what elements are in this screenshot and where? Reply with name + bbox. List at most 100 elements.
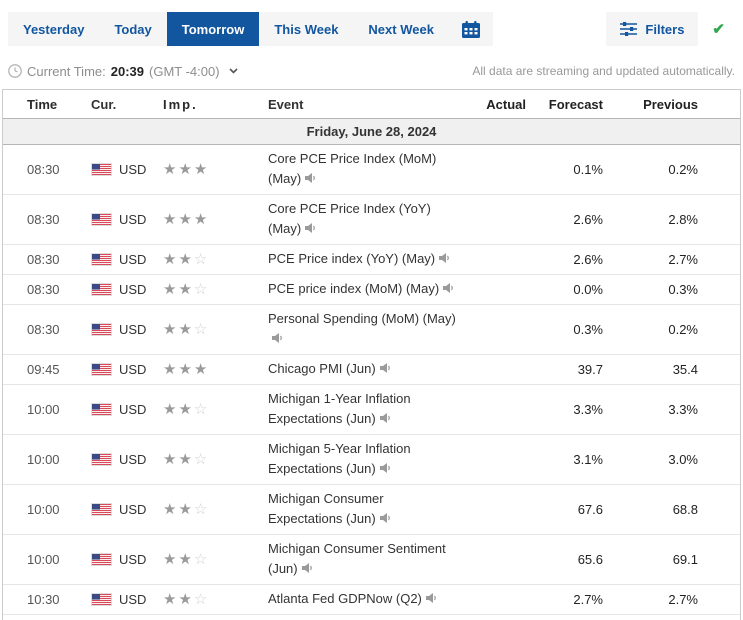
event-row: 08:30 USD ★★★ Core PCE Price Index (MoM)… bbox=[3, 145, 740, 195]
star-empty-icon: ☆ bbox=[193, 590, 210, 608]
toolbar-right: Filters ✔ bbox=[606, 12, 735, 46]
forecast-value: 39.7 bbox=[577, 361, 603, 377]
calendar-icon bbox=[461, 20, 480, 38]
tab-today[interactable]: Today bbox=[114, 21, 152, 37]
speech-speaker-icon bbox=[305, 220, 317, 240]
event-time: 10:00 bbox=[27, 401, 60, 417]
event-link[interactable]: Michigan Consumer Sentiment (Jun) bbox=[268, 539, 461, 580]
event-name: Atlanta Fed GDPNow (Q2) bbox=[268, 591, 422, 606]
forecast-value: 65.6 bbox=[577, 551, 603, 567]
tab-this-week[interactable]: This Week bbox=[274, 21, 339, 37]
event-row: 08:30 USD ★★☆ PCE Price index (YoY) (May… bbox=[3, 245, 740, 275]
event-time: 08:30 bbox=[27, 281, 60, 297]
star-empty-icon: ☆ bbox=[193, 280, 210, 298]
event-name: PCE price index (MoM) (May) bbox=[268, 281, 440, 296]
forecast-value: 2.6% bbox=[573, 251, 603, 267]
event-link[interactable]: Core PCE Price Index (YoY) (May) bbox=[268, 199, 461, 240]
event-time: 10:30 bbox=[27, 591, 60, 607]
event-link[interactable]: Michigan 1-Year Inflation Expectations (… bbox=[268, 389, 461, 430]
star-filled-icon: ★ bbox=[163, 280, 179, 298]
importance-stars: ★★★ bbox=[163, 360, 268, 380]
previous-value: 3.0% bbox=[668, 451, 698, 467]
event-name: Michigan Consumer Sentiment (Jun) bbox=[268, 541, 446, 576]
calendar-picker-button[interactable] bbox=[449, 12, 493, 46]
toolbar: Yesterday Today Tomorrow This Week Next … bbox=[8, 12, 735, 46]
star-filled-icon: ★ bbox=[163, 160, 179, 178]
importance-stars: ★★☆ bbox=[163, 400, 268, 420]
currency-code: USD bbox=[119, 321, 147, 337]
previous-value: 35.4 bbox=[672, 361, 698, 377]
star-filled-icon: ★ bbox=[193, 160, 210, 178]
event-currency: USD bbox=[91, 450, 163, 470]
star-filled-icon: ★ bbox=[178, 320, 194, 338]
importance-stars: ★★☆ bbox=[163, 320, 268, 340]
currency-code: USD bbox=[119, 211, 147, 227]
importance-stars: ★★☆ bbox=[163, 280, 268, 300]
star-filled-icon: ★ bbox=[178, 250, 194, 268]
event-link[interactable]: Chicago PMI (Jun) bbox=[268, 359, 461, 380]
status-bar: Current Time: 20:39 (GMT -4:00) All data… bbox=[8, 62, 735, 80]
importance-stars: ★★☆ bbox=[163, 550, 268, 570]
tab-tomorrow[interactable]: Tomorrow bbox=[166, 12, 260, 46]
event-currency: USD bbox=[91, 500, 163, 520]
us-flag-icon bbox=[91, 403, 112, 416]
event-row: 10:00 USD ★★☆ Michigan Consumer Expectat… bbox=[3, 485, 740, 535]
star-filled-icon: ★ bbox=[163, 500, 179, 518]
star-filled-icon: ★ bbox=[193, 360, 210, 378]
event-link[interactable]: Core PCE Price Index (MoM) (May) bbox=[268, 149, 461, 190]
forecast-value: 0.1% bbox=[573, 161, 603, 177]
event-link[interactable]: Atlanta Fed GDPNow (Q2) bbox=[268, 589, 461, 610]
event-currency: USD bbox=[91, 360, 163, 380]
star-filled-icon: ★ bbox=[178, 400, 194, 418]
event-link[interactable]: Michigan 5-Year Inflation Expectations (… bbox=[268, 439, 461, 480]
col-event: Event bbox=[268, 96, 304, 112]
speech-speaker-icon bbox=[301, 560, 314, 580]
current-time-value: 20:39 bbox=[110, 63, 144, 79]
event-time: 09:45 bbox=[27, 361, 60, 377]
col-actual: Actual bbox=[486, 96, 526, 112]
event-currency: USD bbox=[91, 320, 163, 340]
currency-code: USD bbox=[119, 281, 147, 297]
star-filled-icon: ★ bbox=[178, 280, 194, 298]
us-flag-icon bbox=[91, 213, 112, 226]
previous-value: 2.7% bbox=[668, 251, 698, 267]
forecast-value: 3.1% bbox=[573, 451, 603, 467]
currency-code: USD bbox=[119, 361, 147, 377]
event-link[interactable]: Personal Spending (MoM) (May) bbox=[268, 309, 461, 350]
currency-code: USD bbox=[119, 551, 147, 567]
previous-value: 68.8 bbox=[672, 501, 698, 517]
star-filled-icon: ★ bbox=[178, 450, 194, 468]
col-importance: Imp. bbox=[163, 96, 198, 112]
speech-speaker-icon bbox=[305, 170, 317, 190]
event-currency: USD bbox=[91, 400, 163, 420]
event-link[interactable]: PCE price index (MoM) (May) bbox=[268, 279, 461, 300]
event-time: 08:30 bbox=[27, 211, 60, 227]
us-flag-icon bbox=[91, 163, 112, 176]
tab-next-week[interactable]: Next Week bbox=[368, 21, 434, 37]
clock-icon bbox=[8, 64, 22, 78]
date-range-tabs: Yesterday Today Tomorrow This Week Next … bbox=[8, 12, 493, 46]
event-row: 12:00 USD ★★☆ FOMC Member Bowman Speaks bbox=[3, 615, 740, 620]
event-name: Core PCE Price Index (YoY) (May) bbox=[268, 201, 431, 236]
speech-speaker-icon bbox=[443, 280, 455, 300]
event-link[interactable]: Michigan Consumer Expectations (Jun) bbox=[268, 489, 461, 530]
us-flag-icon bbox=[91, 553, 112, 566]
event-time: 10:00 bbox=[27, 501, 60, 517]
previous-value: 0.3% bbox=[668, 281, 698, 297]
timezone-chevron-down-icon[interactable] bbox=[228, 68, 238, 74]
tab-yesterday[interactable]: Yesterday bbox=[23, 21, 85, 37]
event-currency: USD bbox=[91, 280, 163, 300]
previous-value: 2.8% bbox=[668, 211, 698, 227]
event-name: Chicago PMI (Jun) bbox=[268, 361, 376, 376]
importance-stars: ★★☆ bbox=[163, 450, 268, 470]
event-name: Core PCE Price Index (MoM) (May) bbox=[268, 151, 437, 186]
us-flag-icon bbox=[91, 363, 112, 376]
star-filled-icon: ★ bbox=[178, 360, 194, 378]
currency-code: USD bbox=[119, 501, 147, 517]
filters-button[interactable]: Filters bbox=[606, 12, 699, 46]
importance-stars: ★★☆ bbox=[163, 590, 268, 610]
event-link[interactable]: PCE Price index (YoY) (May) bbox=[268, 249, 461, 270]
events-table: Time Cur. Imp. Event Actual Forecast Pre… bbox=[2, 89, 741, 620]
star-filled-icon: ★ bbox=[178, 210, 194, 228]
col-previous: Previous bbox=[643, 96, 698, 112]
